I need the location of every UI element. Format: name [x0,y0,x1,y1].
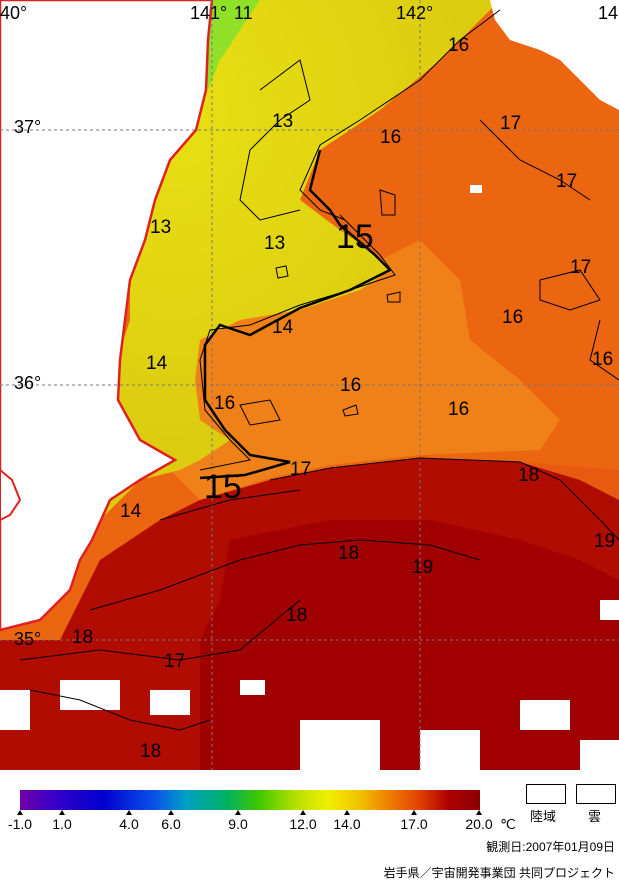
colorbar-tick [17,810,23,815]
land-swatch [526,784,566,804]
cloud-label: 雲 [588,809,602,824]
colorbar-tick-label: 17.0 [400,816,428,832]
contour-label: 13 [272,111,294,132]
colorbar-tick-label: 12.0 [289,816,317,832]
colorbar-tick-label: 1.0 [52,816,72,832]
contour-label: 17 [164,651,186,672]
colorbar-tick [300,810,306,815]
contour-label: 14 [120,501,142,522]
contour-label: 16 [214,393,236,414]
ocean-zone-11 [205,0,260,90]
credit-text: 岩手県／宇宙開発事業団 共同プロジェクト [383,866,615,880]
land-honshu [0,0,214,632]
contour-label: 16 [380,127,402,148]
colorbar-tick [411,810,417,815]
colorbar-tick-label: 20.0 [465,816,493,832]
contour-label: 13 [264,233,286,254]
longitude-label: 142° [396,3,434,23]
temperature-colorbar [20,790,480,810]
contour-label: 14 [272,317,294,338]
contour-label: 18 [72,627,94,648]
contour-label: 19 [594,531,616,552]
contour-label: 16 [340,375,362,396]
colorbar-tick-label: -1.0 [7,816,33,832]
isotherm-15-bold [199,149,393,480]
colorbar-tick-label: 14.0 [333,816,361,832]
legend: -1.0 1.0 4.0 6.0 9.0 12.0 14.0 17.0 20.0… [0,770,619,881]
contour-label: 17 [570,257,592,278]
colorbar-tick [126,810,132,815]
colorbar-tick-label: 9.0 [228,816,248,832]
isotherms [19,9,619,731]
longitude-label: 11 [234,3,253,23]
contour-label: 14 [146,353,168,374]
contour-label: 18 [338,543,360,564]
longitude-label: 14 [598,3,619,23]
sst-map [0,0,619,770]
ocean-zone-19 [200,520,619,770]
observation-date: 観測日:2007年01月09日 [486,840,615,854]
contour-label: 17 [500,113,522,134]
colorbar-tick-label: 6.0 [161,816,181,832]
contour-label: 15 [336,218,374,256]
contour-label: 19 [412,557,434,578]
colorbar-tick-label: 4.0 [119,816,139,832]
contour-label: 15 [204,468,242,506]
longitude-label: 141° [190,3,228,23]
contour-label: 18 [518,465,540,486]
latitude-label: 35° [14,629,42,649]
latitude-label: 36° [14,373,42,393]
contour-label: 17 [556,171,578,192]
temperature-unit: ℃ [500,816,516,832]
colorbar-tick [168,810,174,815]
contour-label: 18 [140,741,162,762]
land-peninsula [0,468,22,522]
graticule [0,0,619,770]
colorbar-tick [476,810,482,815]
contour-label: 16 [502,307,524,328]
contour-label: 13 [150,217,172,238]
cloud-patches [0,0,619,770]
contour-label: 16 [448,399,470,420]
colorbar-tick [344,810,350,815]
cloud-swatch [576,784,616,804]
contour-label: 16 [448,35,470,56]
contour-label: 17 [290,459,312,480]
contour-label: 18 [286,605,308,626]
latitude-label: 37° [14,117,42,137]
colorbar-tick [59,810,65,815]
longitude-label: 40° [0,3,28,23]
contour-label: 16 [592,349,614,370]
colorbar-tick [235,810,241,815]
land-label: 陸域 [530,809,557,824]
